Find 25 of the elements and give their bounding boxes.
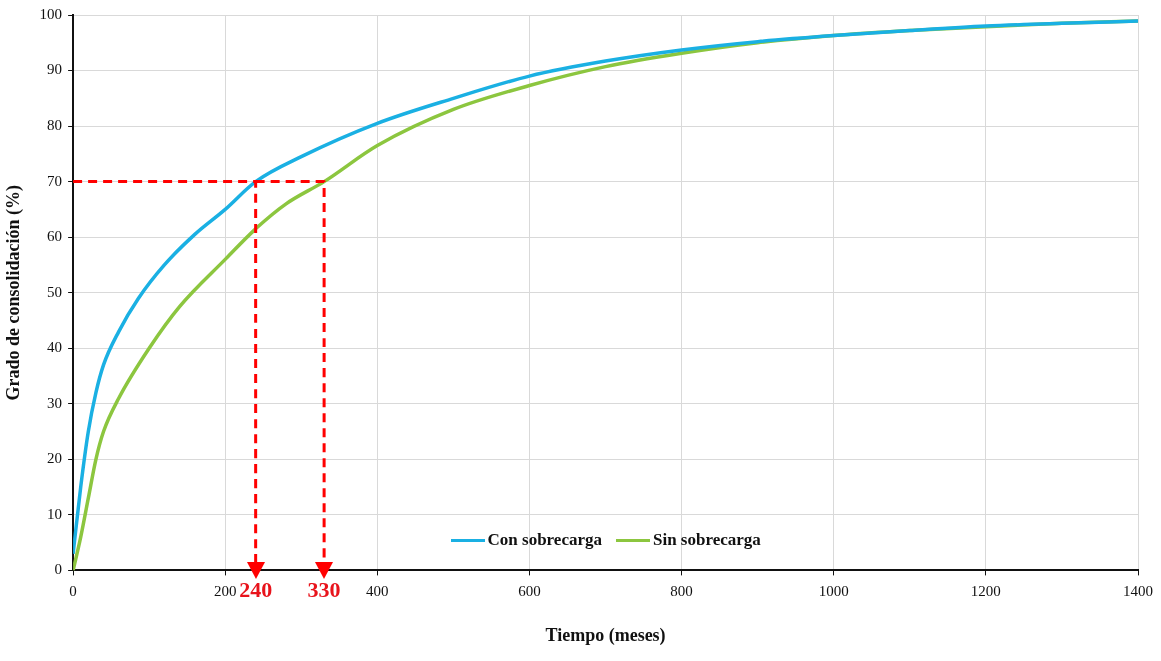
x-tick-label: 1000 xyxy=(818,583,849,600)
y-tick-label: 90 xyxy=(47,61,63,78)
legend-label: Con sobrecarga xyxy=(487,530,602,551)
y-axis-title: Grado de consolidación (%) xyxy=(3,184,25,401)
x-tick-label: 800 xyxy=(670,583,693,600)
x-tick-label: 1200 xyxy=(970,583,1001,600)
y-tick-label: 100 xyxy=(39,5,63,22)
x-tick-label: 0 xyxy=(69,583,77,600)
x-tick-label: 400 xyxy=(366,583,389,600)
y-tick-label: 50 xyxy=(47,283,63,300)
y-tick-label: 40 xyxy=(47,339,63,356)
x-tick-label: 600 xyxy=(518,583,541,600)
y-tick-label: 20 xyxy=(47,450,63,467)
y-tick-label: 70 xyxy=(47,172,63,189)
x-axis-title: Tiempo (meses) xyxy=(545,624,666,646)
annotation: 330 xyxy=(307,577,341,603)
x-tick-label: 1400 xyxy=(1123,583,1153,600)
y-tick-label: 80 xyxy=(47,117,63,134)
y-tick-label: 0 xyxy=(54,561,63,578)
annotation: 240 xyxy=(239,577,273,603)
legend-label: Sin sobrecarga xyxy=(652,530,761,551)
y-tick-label: 10 xyxy=(47,505,63,522)
y-tick-label: 30 xyxy=(47,394,63,411)
x-tick-label: 200 xyxy=(213,583,237,600)
y-tick-label: 60 xyxy=(47,228,63,245)
